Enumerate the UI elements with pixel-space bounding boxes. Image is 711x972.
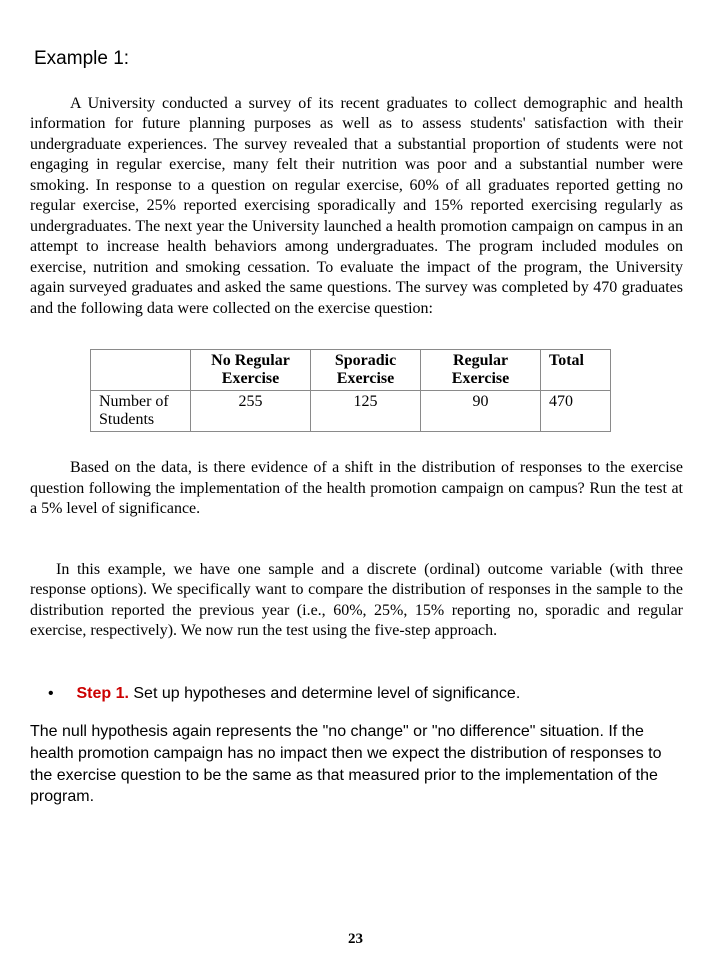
exercise-table: No Regular Exercise Sporadic Exercise Re… (90, 349, 611, 432)
data-table-container: No Regular Exercise Sporadic Exercise Re… (90, 349, 683, 432)
table-row-label: Number of Students (91, 391, 191, 432)
table-cell-total: 470 (541, 391, 611, 432)
table-cell-sporadic: 125 (311, 391, 421, 432)
step-label: Step 1. (76, 685, 128, 702)
table-header-row: No Regular Exercise Sporadic Exercise Re… (91, 350, 611, 391)
table-header-noregular: No Regular Exercise (191, 350, 311, 391)
page-number: 23 (0, 931, 711, 948)
question-paragraph: Based on the data, is there evidence of … (30, 458, 683, 519)
step-text: Set up hypotheses and determine level of… (129, 685, 520, 702)
intro-paragraph: A University conducted a survey of its r… (30, 94, 683, 319)
table-header-total: Total (541, 350, 611, 391)
table-header-regular: Regular Exercise (421, 350, 541, 391)
null-hypothesis-paragraph: The null hypothesis again represents the… (30, 721, 683, 807)
document-page: Example 1: A University conducted a surv… (0, 0, 711, 972)
example-heading: Example 1: (34, 48, 683, 70)
table-header-blank (91, 350, 191, 391)
table-header-sporadic: Sporadic Exercise (311, 350, 421, 391)
table-cell-regular: 90 (421, 391, 541, 432)
table-cell-noregular: 255 (191, 391, 311, 432)
explanation-paragraph: In this example, we have one sample and … (30, 560, 683, 642)
step-1-line: • Step 1. Set up hypotheses and determin… (48, 685, 683, 703)
bullet-icon: • (48, 685, 72, 703)
table-data-row: Number of Students 255 125 90 470 (91, 391, 611, 432)
